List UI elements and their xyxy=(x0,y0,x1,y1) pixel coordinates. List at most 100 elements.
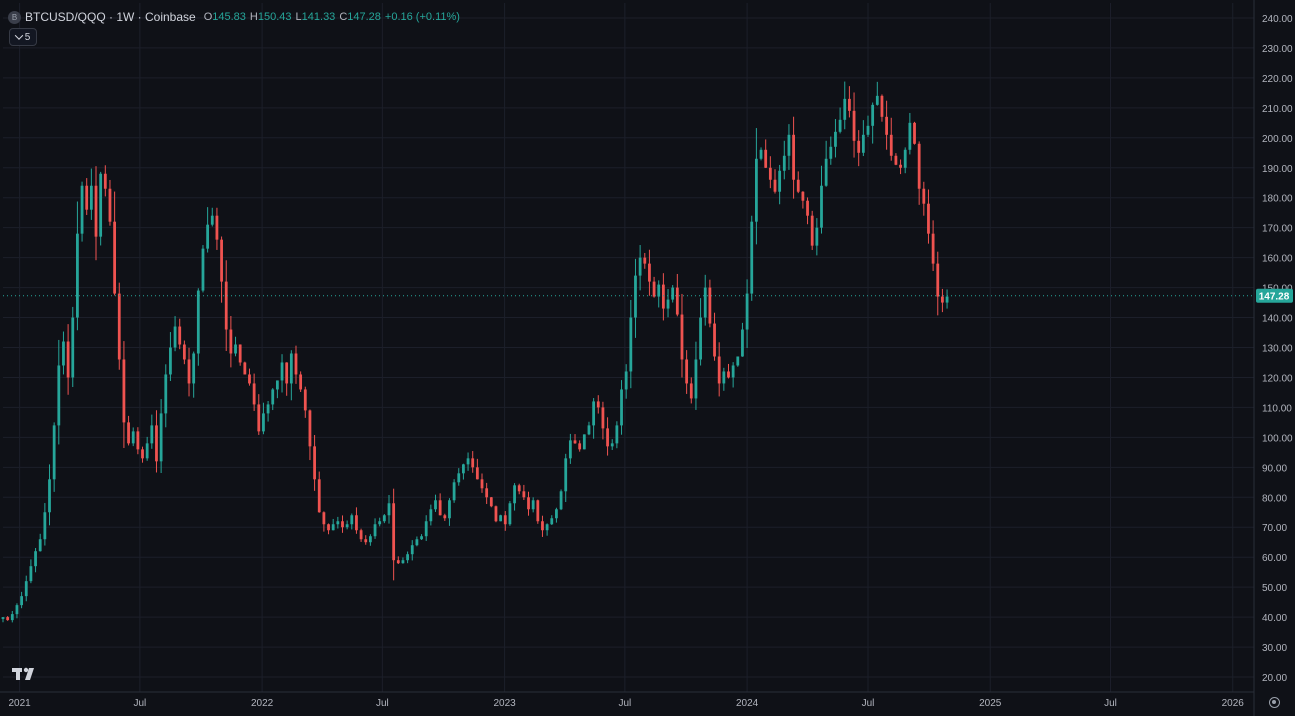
candle-body xyxy=(141,449,144,459)
candle-body xyxy=(727,371,730,378)
candle-body xyxy=(387,503,391,516)
open-label: O xyxy=(203,11,213,23)
last-price-label: 147.28 xyxy=(1259,292,1290,303)
candle-body xyxy=(178,326,182,345)
candle-body xyxy=(564,458,568,492)
candle-body xyxy=(596,401,600,408)
candle-body xyxy=(113,221,117,294)
candle-body xyxy=(131,431,135,444)
x-tick-label: 2022 xyxy=(251,698,274,709)
candle-body xyxy=(759,149,763,159)
chart-legend: B BTCUSD/QQQ · 1W · Coinbase O145.83 H15… xyxy=(8,8,460,26)
candle-body xyxy=(368,536,372,543)
candle-body xyxy=(615,425,619,444)
candle-body xyxy=(582,434,586,450)
candle-body xyxy=(601,407,605,429)
candle-body xyxy=(643,257,647,264)
candle-body xyxy=(159,413,163,462)
candle-body xyxy=(303,389,307,411)
candle-body xyxy=(38,539,42,552)
candle-body xyxy=(722,371,726,384)
candle-body xyxy=(29,566,33,582)
candle-body xyxy=(257,404,261,432)
candle-body xyxy=(885,116,889,135)
candle-body xyxy=(452,482,456,501)
x-tick-label: 2021 xyxy=(8,698,31,709)
symbol-title[interactable]: BTCUSD/QQQ · 1W · Coinbase xyxy=(25,10,196,24)
candle-body xyxy=(76,233,79,318)
candle-body xyxy=(34,551,37,567)
candle-body xyxy=(694,359,698,399)
candle-body xyxy=(917,143,921,189)
gear-icon[interactable] xyxy=(1269,697,1280,708)
candle-body xyxy=(266,404,270,414)
last-price-badge xyxy=(1256,288,1293,303)
candle-body xyxy=(945,296,949,303)
candle-body xyxy=(410,545,414,555)
x-tick-label: 2023 xyxy=(493,698,516,709)
candle-body xyxy=(861,134,865,153)
candle-body xyxy=(773,179,777,192)
candle-body xyxy=(275,380,279,390)
candle-body xyxy=(550,518,554,525)
candle-body xyxy=(252,383,256,405)
candle-body xyxy=(922,188,926,204)
change-value: +0.16 (+0.11%) xyxy=(384,11,460,23)
candle-body xyxy=(931,233,935,264)
candle-body xyxy=(169,347,172,375)
y-tick-label: 130.00 xyxy=(1262,344,1293,355)
y-tick-label: 50.00 xyxy=(1262,583,1287,594)
candle-body xyxy=(796,179,800,192)
candle-body xyxy=(941,296,944,303)
candle-body xyxy=(345,524,349,528)
candle-body xyxy=(187,359,191,384)
candle-body xyxy=(6,617,10,621)
candle-body xyxy=(220,239,223,282)
candle-body xyxy=(875,95,879,105)
candle-body xyxy=(355,515,358,531)
candle-body xyxy=(503,515,507,525)
candle-body xyxy=(703,287,707,318)
candle-body xyxy=(448,500,451,519)
candle-body xyxy=(936,263,940,297)
x-tick-label: Jul xyxy=(618,698,631,709)
y-tick-label: 40.00 xyxy=(1262,613,1287,624)
candle-body xyxy=(62,341,65,366)
close-label: C xyxy=(339,11,348,23)
y-tick-label: 200.00 xyxy=(1262,134,1293,145)
candle-body xyxy=(317,479,321,513)
ohlc-values: O145.83 H150.43 L141.33 C147.28 +0.16 (+… xyxy=(204,11,460,23)
candle-body xyxy=(71,317,75,378)
candle-body xyxy=(173,326,177,348)
candle-body xyxy=(271,389,275,405)
y-tick-label: 110.00 xyxy=(1262,403,1292,414)
candle-body xyxy=(150,425,154,444)
high-label: H xyxy=(249,11,258,23)
candle-body xyxy=(624,371,628,390)
indicators-toggle-button[interactable]: 5 xyxy=(9,28,37,46)
candle-body xyxy=(848,98,851,111)
candle-body xyxy=(80,185,84,234)
candle-body xyxy=(382,515,386,522)
candle-body xyxy=(913,122,916,144)
candle-body xyxy=(778,170,782,192)
candle-body xyxy=(508,503,512,525)
y-tick-label: 140.00 xyxy=(1262,314,1293,325)
tradingview-logo-icon[interactable] xyxy=(12,666,38,682)
candle-body xyxy=(122,359,126,423)
candle-body xyxy=(545,524,549,531)
y-tick-label: 240.00 xyxy=(1262,14,1293,25)
candle-body xyxy=(415,539,419,546)
candle-body xyxy=(145,443,149,459)
candle-body xyxy=(675,287,679,315)
candle-body xyxy=(652,281,656,297)
candle-body xyxy=(43,512,47,540)
candle-body xyxy=(85,185,89,210)
candle-body xyxy=(810,215,814,246)
candle-body xyxy=(871,104,875,126)
x-tick-label: Jul xyxy=(1104,698,1117,709)
candle-body xyxy=(155,425,158,462)
